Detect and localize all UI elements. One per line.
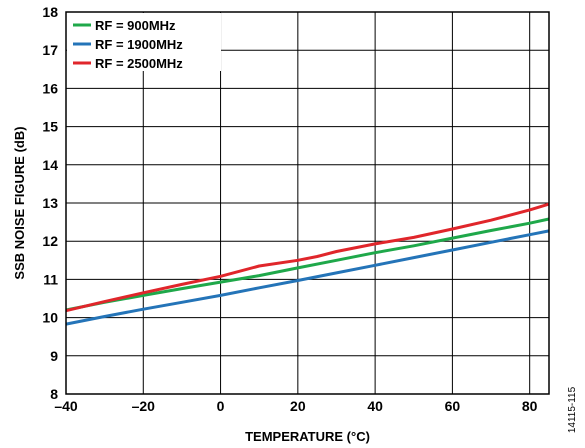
plot-frame xyxy=(65,11,550,395)
y-tick-label: 14 xyxy=(42,157,58,173)
y-tick-label: 9 xyxy=(50,348,58,364)
series-line-rf-1900mhz xyxy=(65,229,550,326)
y-tick-label: 16 xyxy=(42,80,58,96)
y-tick-label: 13 xyxy=(42,195,58,211)
y-axis-title: SSB NOISE FIGURE (dB) xyxy=(12,126,27,279)
figure-id: 14115-115 xyxy=(567,386,578,433)
legend: RF = 900MHz RF = 1900MHz RF = 2500MHz xyxy=(67,13,221,71)
y-tick-label: 10 xyxy=(42,310,58,326)
x-tick-label: –20 xyxy=(132,398,156,414)
legend-background xyxy=(67,13,221,71)
legend-label: RF = 1900MHz xyxy=(95,37,183,52)
y-tick-label: 15 xyxy=(42,119,58,135)
x-tick-label: 60 xyxy=(445,398,461,414)
x-tick-label: –40 xyxy=(54,398,78,414)
series-line-rf-2500mhz xyxy=(65,202,550,313)
y-tick-label: 17 xyxy=(42,42,58,58)
legend-label: RF = 900MHz xyxy=(95,18,176,33)
y-tick-label: 12 xyxy=(42,233,58,249)
series-lines xyxy=(65,202,550,326)
y-tick-label: 8 xyxy=(50,386,58,402)
x-axis-title: TEMPERATURE (°C) xyxy=(245,429,370,444)
x-tick-label: 40 xyxy=(367,398,383,414)
x-tick-label: 0 xyxy=(217,398,225,414)
x-tick-label: 20 xyxy=(290,398,306,414)
y-tick-label: 18 xyxy=(42,4,58,20)
tick-labels: –40 –20 0 20 40 60 80 8 9 10 11 12 13 14 15 16 17 18 xyxy=(42,4,537,414)
legend-label: RF = 2500MHz xyxy=(95,56,183,71)
y-tick-label: 11 xyxy=(43,271,58,287)
series-line-rf-900mhz xyxy=(65,217,550,312)
x-tick-label: 80 xyxy=(522,398,538,414)
